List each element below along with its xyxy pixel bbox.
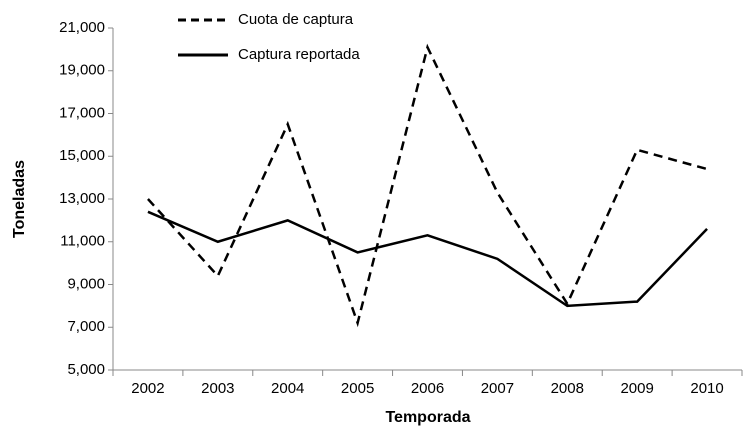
y-tick-label: 15,000 (59, 147, 105, 164)
x-tick-label: 2010 (690, 380, 723, 397)
series-line (147, 210, 708, 308)
y-tick-label: 11,000 (60, 233, 105, 250)
y-tick-label: 5,000 (67, 361, 105, 378)
x-tick-label: 2006 (411, 380, 444, 397)
x-tick-label: 2007 (481, 380, 514, 397)
y-tick-label: 17,000 (59, 104, 105, 121)
y-axis-title: Toneladas (11, 160, 28, 238)
x-tick-label: 2008 (551, 380, 584, 397)
y-tick-label: 19,000 (59, 62, 105, 79)
y-tick-label: 9,000 (67, 275, 105, 292)
x-tick-label: 2002 (131, 380, 164, 397)
y-tick-label: 13,000 (59, 190, 105, 207)
x-tick-label: 2003 (201, 380, 234, 397)
y-tick-label: 21,000 (59, 19, 105, 36)
y-tick-label: 7,000 (67, 318, 105, 335)
x-tick-label: 2004 (271, 380, 304, 397)
series-line (147, 43, 708, 328)
legend-label: Cuota de captura (238, 11, 354, 28)
x-tick-label: 2005 (341, 380, 374, 397)
x-tick-label: 2009 (620, 380, 653, 397)
legend-label: Captura reportada (238, 46, 360, 63)
x-axis-title: Temporada (385, 409, 470, 426)
